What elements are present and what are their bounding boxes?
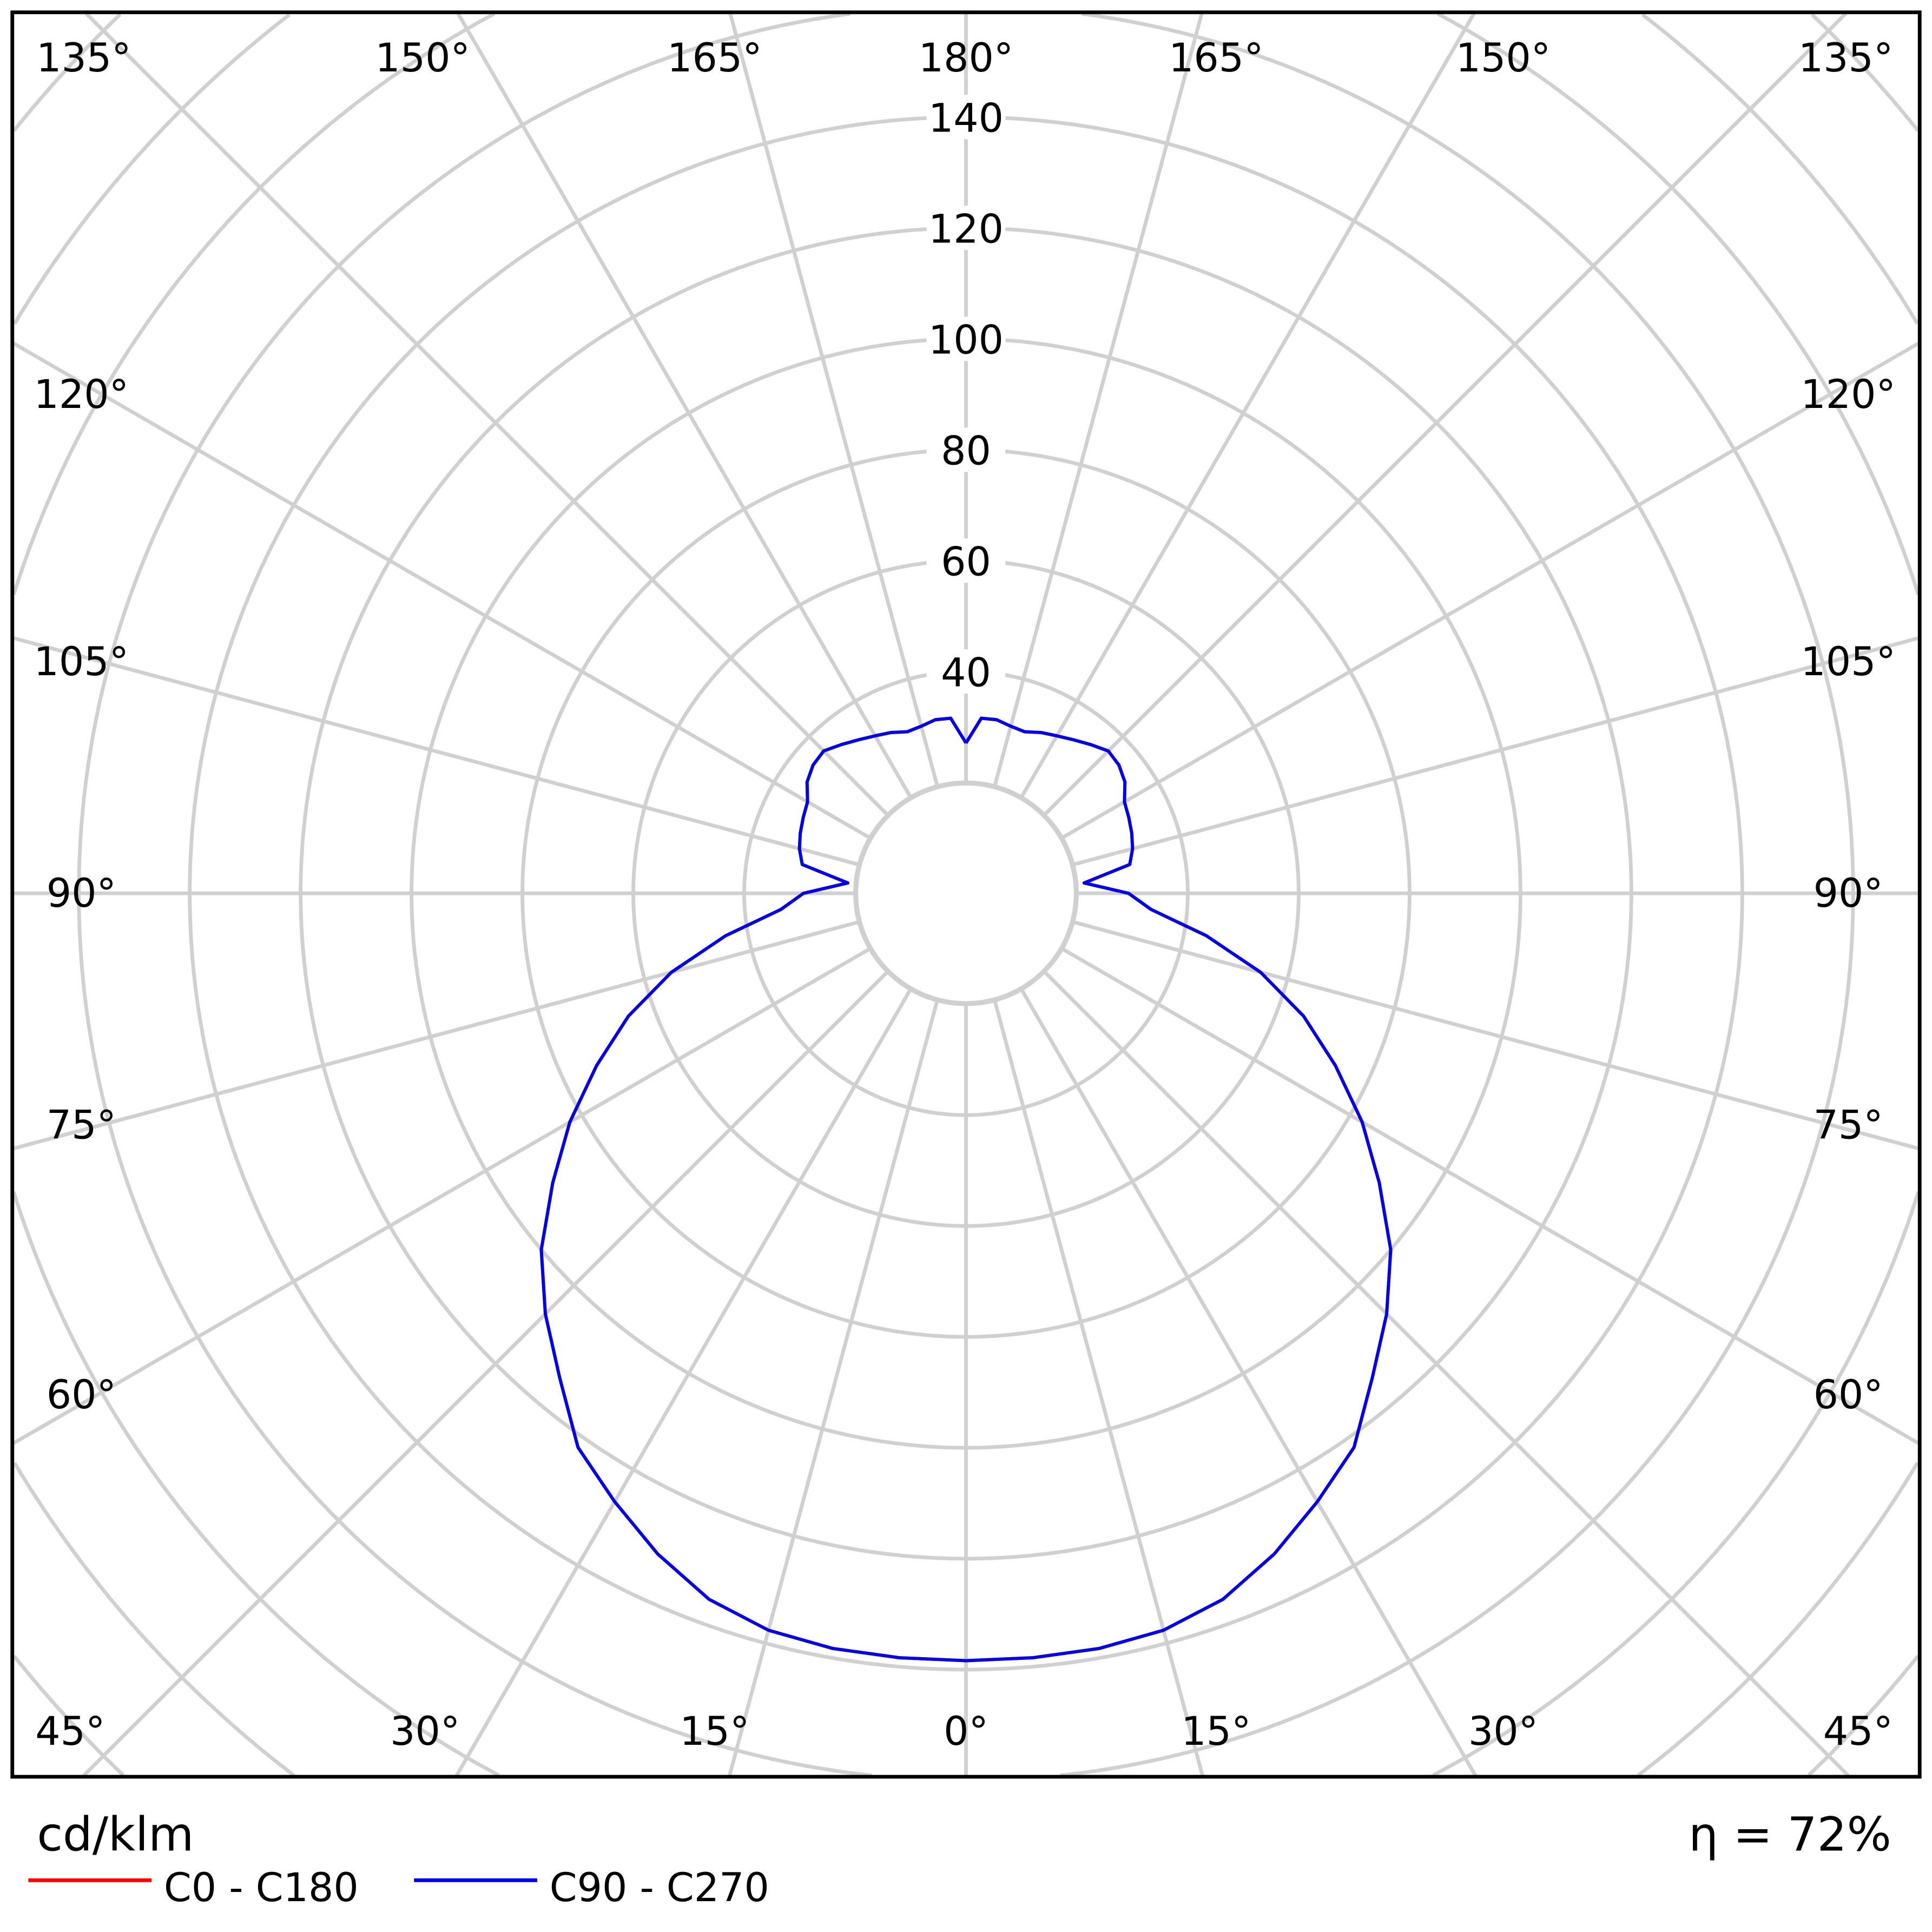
angle-labels: 135° 150° 165° 180° 165° 150° 135° 45° 30° 15° 0° 1… <box>34 35 1896 1755</box>
radial-label-bg <box>926 427 1006 472</box>
radial-label-bg <box>926 95 1006 140</box>
angle-label-bottom: 45° <box>35 1709 105 1755</box>
radial-tick-label: 140 <box>928 96 1004 142</box>
radial-tick-label: 120 <box>928 207 1004 253</box>
angle-label-right: 120° <box>1801 372 1896 418</box>
angle-label-top: 165° <box>667 35 762 81</box>
plot-frame <box>10 10 1922 1779</box>
angle-label-top: 135° <box>1798 35 1894 81</box>
angle-label-bottom: 30° <box>1468 1709 1538 1755</box>
unit-label: cd/klm <box>37 1808 194 1862</box>
radial-tick-label: 40 <box>941 650 991 696</box>
angle-label-left: 105° <box>34 639 129 685</box>
angle-label-left: 75° <box>47 1102 116 1148</box>
angle-label-top: 150° <box>375 35 470 81</box>
radial-label-bg <box>926 538 1006 583</box>
angle-label-left: 90° <box>47 871 116 916</box>
efficiency-label: η = 72% <box>1689 1808 1891 1862</box>
angle-label-left: 60° <box>47 1372 116 1418</box>
radial-label-bg <box>926 316 1006 361</box>
angle-label-right: 60° <box>1814 1372 1883 1418</box>
curves <box>539 716 1393 1663</box>
angle-label-right: 75° <box>1814 1102 1883 1148</box>
angle-label-right: 105° <box>1801 639 1896 685</box>
angle-label-top: 135° <box>36 35 131 81</box>
grid-ring <box>12 13 1920 1777</box>
grid-ring <box>12 13 1920 1777</box>
radial-label-bg <box>926 206 1006 250</box>
grid-ring <box>77 12 1855 1777</box>
radial-tick-labels: 40 60 80 100 120 140 <box>926 95 1006 696</box>
angle-label-top: 180° <box>919 35 1014 81</box>
legend-label-c0-c180: C0 - C180 <box>164 1865 359 1911</box>
center-hole <box>854 782 1078 1005</box>
radial-label-bg <box>926 649 1006 694</box>
angle-label-bottom: 15° <box>1181 1709 1251 1755</box>
angle-label-bottom: 15° <box>680 1709 749 1755</box>
grid-ring <box>11 12 1921 1777</box>
radial-tick-label: 60 <box>941 539 991 585</box>
angle-label-left: 120° <box>34 372 129 418</box>
angle-label-right: 90° <box>1814 871 1883 916</box>
angle-label-bottom: 0° <box>944 1709 988 1755</box>
legend-label-c90-c270: C90 - C270 <box>550 1865 769 1911</box>
angle-label-top: 165° <box>1169 35 1264 81</box>
angle-label-bottom: 45° <box>1823 1709 1893 1755</box>
angle-label-bottom: 30° <box>390 1709 460 1755</box>
series-curve-1 <box>539 716 1393 1663</box>
radial-tick-label: 80 <box>941 428 991 474</box>
radial-tick-label: 100 <box>928 318 1004 364</box>
angle-label-top: 150° <box>1456 35 1551 81</box>
